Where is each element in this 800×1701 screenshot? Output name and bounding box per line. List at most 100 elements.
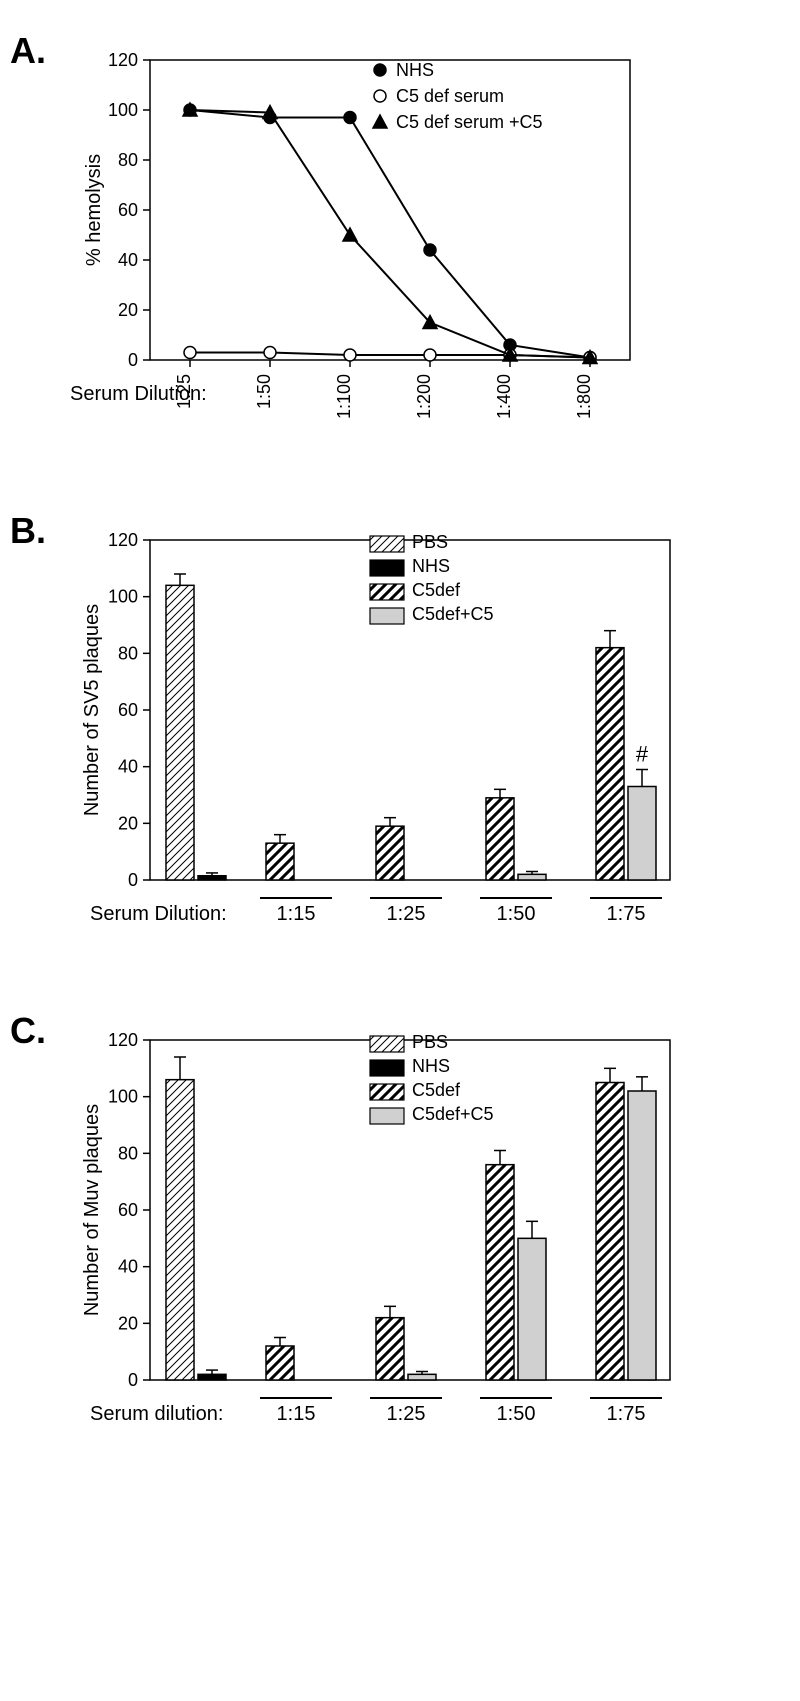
panel-a-chart: 020406080100120% hemolysis1:251:501:1001… — [70, 40, 790, 480]
panel-b-chart: 0 20 40 60 80 100 120 Number of SV5 plaques 1:15… — [70, 520, 790, 980]
x-tick-label: 1:800 — [574, 374, 594, 419]
legend-swatch — [370, 536, 404, 552]
panel-a: A. 020406080100120% hemolysis1:251:501:1… — [10, 40, 790, 480]
group-label: 1:50 — [497, 903, 536, 925]
y-tick-label: 60 — [118, 1200, 138, 1220]
x-tick-label: 1:50 — [254, 374, 274, 409]
annotation-hash: # — [636, 742, 649, 767]
legend-label: C5 def serum +C5 — [396, 112, 543, 132]
bar-c5defc5 — [518, 874, 546, 880]
panel-c-label: C. — [10, 1010, 46, 1052]
legend-swatch — [370, 584, 404, 600]
group-label: 1:75 — [607, 903, 646, 925]
legend-swatch — [370, 1084, 404, 1100]
marker-circle-open — [344, 349, 356, 361]
marker-triangle-filled — [343, 228, 357, 241]
y-tick-label: 100 — [108, 100, 138, 120]
bar-pbs — [166, 1080, 194, 1380]
y-tick-label: 80 — [118, 1143, 138, 1163]
legend-label: C5def+C5 — [412, 1104, 494, 1124]
y-tick-label: 0 — [128, 350, 138, 370]
y-tick-label: 20 — [118, 300, 138, 320]
x-axis-label: Serum dilution: — [90, 1403, 223, 1425]
series-line — [190, 110, 590, 358]
legend-label: PBS — [412, 1032, 448, 1052]
legend-label: PBS — [412, 532, 448, 552]
y-tick-label: 0 — [128, 1370, 138, 1390]
y-tick-label: 120 — [108, 50, 138, 70]
y-tick-label: 120 — [108, 1030, 138, 1050]
x-axis-label: Serum Dilution: — [70, 383, 207, 405]
marker-circle-open — [184, 347, 196, 359]
bar-c5def — [376, 1318, 404, 1380]
bar-c5def — [266, 843, 294, 880]
series-line — [190, 110, 590, 358]
legend-label: C5def+C5 — [412, 604, 494, 624]
bar-c5def — [596, 1083, 624, 1381]
legend-marker — [374, 64, 386, 76]
legend-marker — [374, 90, 386, 102]
bar-c5defc5 — [628, 787, 656, 881]
legend-swatch — [370, 608, 404, 624]
y-tick-label: 80 — [118, 150, 138, 170]
y-axis-label: Number of SV5 plaques — [81, 604, 103, 816]
bar-c5def — [376, 826, 404, 880]
bar-nhs — [198, 1374, 226, 1380]
bar-c5def — [266, 1346, 294, 1380]
bar-nhs — [198, 876, 226, 880]
y-tick-label: 0 — [128, 870, 138, 890]
y-tick-label: 40 — [118, 1257, 138, 1277]
legend-swatch — [370, 1060, 404, 1076]
legend-swatch — [370, 560, 404, 576]
y-axis-label: Number of Muv plaques — [81, 1104, 103, 1316]
group-label: 1:25 — [387, 1403, 426, 1425]
x-tick-label: 1:100 — [334, 374, 354, 419]
legend-marker — [373, 115, 387, 128]
x-tick-label: 1:200 — [414, 374, 434, 419]
y-tick-label: 60 — [118, 200, 138, 220]
y-tick-label: 40 — [118, 757, 138, 777]
legend-label: NHS — [412, 1056, 450, 1076]
y-axis-label: % hemolysis — [83, 154, 105, 266]
y-tick-label: 40 — [118, 250, 138, 270]
panel-b: B. 020406080100120Number of SV5 plaques1… — [10, 520, 790, 980]
y-tick-label: 120 — [108, 530, 138, 550]
y-tick-label: 100 — [108, 1087, 138, 1107]
bar-c5defc5 — [518, 1238, 546, 1380]
x-axis-label: Serum Dilution: — [90, 903, 227, 925]
legend-label: C5def — [412, 1080, 461, 1100]
group-label: 1:50 — [497, 1403, 536, 1425]
y-tick-label: 20 — [118, 813, 138, 833]
bar-c5def — [596, 648, 624, 880]
y-tick-label: 60 — [118, 700, 138, 720]
panel-a-label: A. — [10, 30, 46, 72]
marker-circle-open — [264, 347, 276, 359]
group-label: 1:75 — [607, 1403, 646, 1425]
y-tick-label: 100 — [108, 587, 138, 607]
bar-c5def — [486, 1165, 514, 1380]
legend-swatch — [370, 1036, 404, 1052]
legend-label: NHS — [396, 60, 434, 80]
bar-pbs — [166, 585, 194, 880]
group-label: 1:15 — [277, 1403, 316, 1425]
panel-b-label: B. — [10, 510, 46, 552]
legend-label: NHS — [412, 556, 450, 576]
marker-circle-filled — [344, 112, 356, 124]
legend-label: C5def — [412, 580, 461, 600]
legend-label: C5 def serum — [396, 86, 504, 106]
panel-c: C. 020406080100120Number of Muv plaques1… — [10, 1020, 790, 1480]
legend-swatch — [370, 1108, 404, 1124]
group-label: 1:15 — [277, 903, 316, 925]
bar-c5defc5 — [408, 1374, 436, 1380]
marker-circle-filled — [424, 244, 436, 256]
panel-c-chart: 0 20 40 60 80 100 120 Number of Muv plaques 1:15… — [70, 1020, 790, 1480]
panel-b-svg: 0 20 40 60 80 100 120 Number of SV5 plaques 1:15… — [70, 520, 710, 980]
bar-c5def — [486, 798, 514, 880]
group-label: 1:25 — [387, 903, 426, 925]
panel-a-svg: 020406080100120% hemolysis1:251:501:1001… — [70, 40, 710, 480]
y-tick-label: 80 — [118, 643, 138, 663]
y-tick-label: 20 — [118, 1313, 138, 1333]
marker-circle-open — [424, 349, 436, 361]
x-tick-label: 1:400 — [494, 374, 514, 419]
panel-c-svg: 0 20 40 60 80 100 120 Number of Muv plaques 1:15… — [70, 1020, 710, 1480]
